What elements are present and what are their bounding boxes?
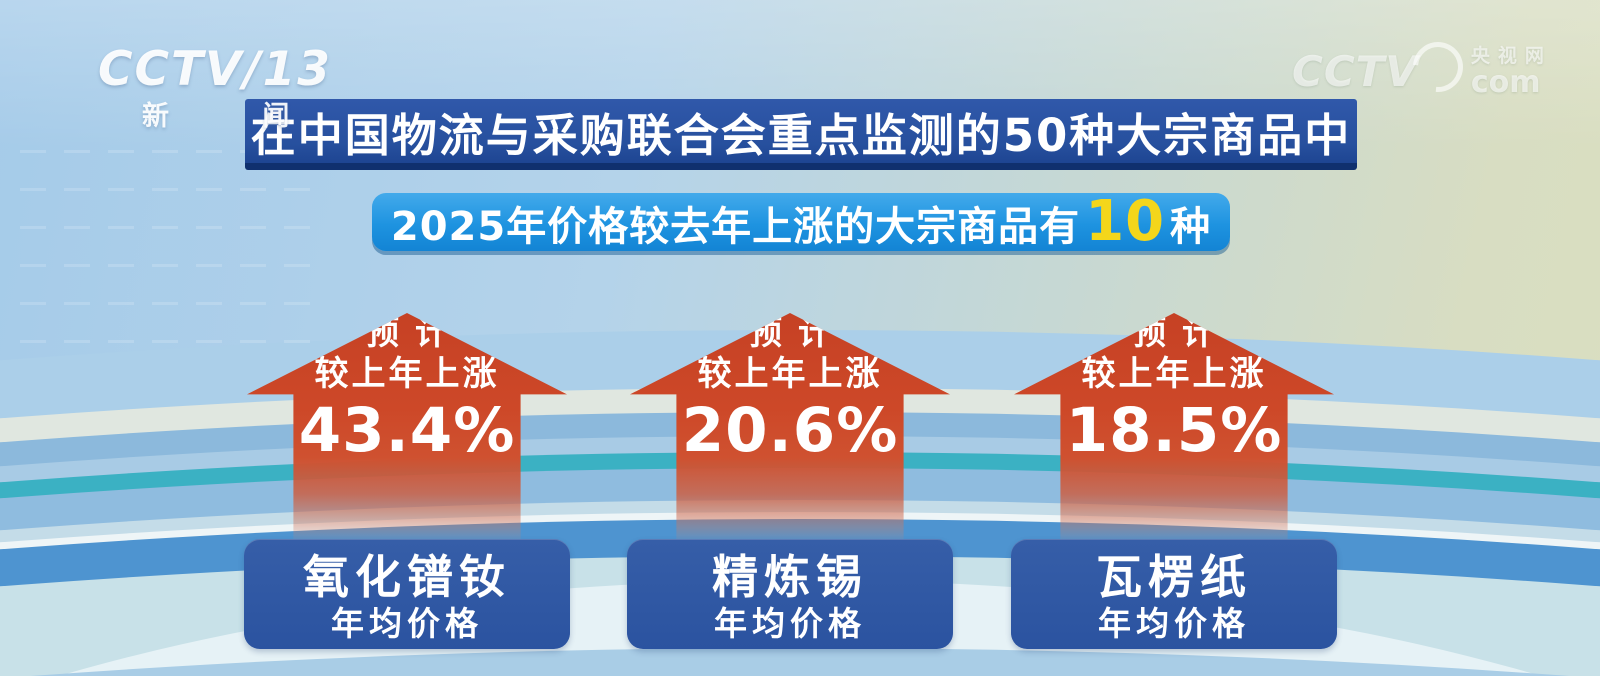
forecast-label: 预计 [1133,313,1231,352]
forecast-label: 预计 [749,313,847,352]
subheadline-suffix: 种 [1170,204,1212,250]
up-arrow: 预计 较上年上涨 18.5% [1014,313,1334,539]
commodity-group-3: 预计 较上年上涨 18.5% 瓦楞纸 年均价格 [1011,281,1337,649]
metric-label: 年均价格 [1098,604,1250,643]
cctv13-logo: CCTV/13 新 闻 [98,46,332,132]
watermark-site-com: com [1470,65,1541,100]
change-value: 20.6% [681,395,899,466]
commodity-name: 氧化镨钕 [303,550,511,604]
commodity-card: 氧化镨钕 年均价格 [244,539,570,649]
commodity-name: 精炼锡 [712,550,868,604]
headline-banner: 在中国物流与采购联合会重点监测的50种大宗商品中 [245,99,1357,170]
channel-subtitle: 新 闻 [142,101,332,132]
headline-text: 在中国物流与采购联合会重点监测的50种大宗商品中 [250,108,1352,162]
up-arrow: 预计 较上年上涨 43.4% [247,313,567,539]
commodity-group-1: 预计 较上年上涨 43.4% 氧化镨钕 年均价格 [244,281,570,649]
change-value: 18.5% [1065,395,1283,466]
background-noise [20,150,320,370]
logo-slash: / [243,42,263,97]
change-label: 较上年上涨 [314,354,500,394]
metric-label: 年均价格 [714,604,866,643]
change-label: 较上年上涨 [697,354,883,394]
cctv13-logo-text: CCTV/13 [98,46,332,94]
metric-label: 年均价格 [331,604,483,643]
commodity-card: 精炼锡 年均价格 [627,539,953,649]
cctv-com-watermark: CCTV 央视网 com [1292,31,1552,103]
up-arrow: 预计 较上年上涨 20.6% [630,313,950,539]
change-label: 较上年上涨 [1081,354,1267,394]
commodity-group-2: 预计 较上年上涨 20.6% 精炼锡 年均价格 [627,281,953,649]
watermark-brand-text: CCTV [1292,47,1419,96]
forecast-label: 预计 [366,313,464,352]
cctv-brand-text: CCTV [98,42,244,97]
subheadline-prefix: 2025年价格较去年上涨的大宗商品有 [390,204,1081,250]
commodity-name: 瓦楞纸 [1096,550,1252,604]
subheadline-banner: 2025年价格较去年上涨的大宗商品有 10 种 [372,193,1230,251]
commodity-card: 瓦楞纸 年均价格 [1011,539,1337,649]
highlight-count: 10 [1085,189,1166,254]
channel-number: 13 [262,42,332,97]
change-value: 43.4% [298,395,516,466]
watermark-site-cn: 央视网 [1470,45,1552,67]
